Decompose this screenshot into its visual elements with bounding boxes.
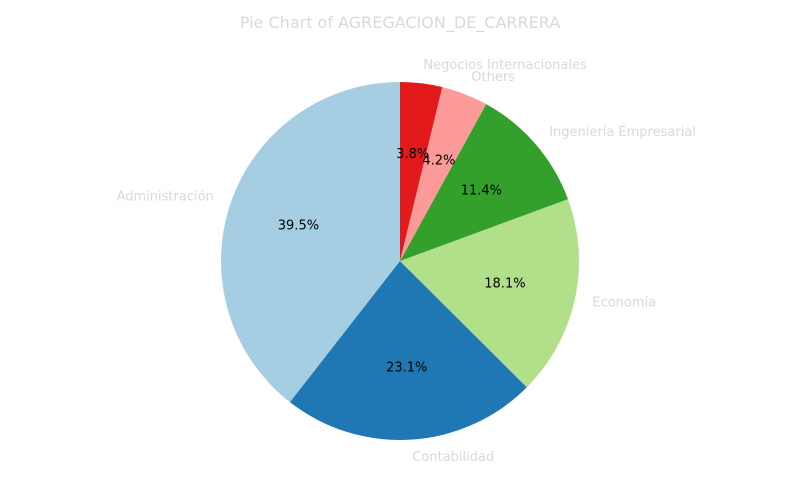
slice-percent-others: 4.2%	[422, 153, 455, 168]
pie-slice-contabilidad	[289, 261, 527, 441]
pie-slice-others	[400, 87, 487, 261]
slice-label-economia: Economía	[592, 296, 656, 311]
slice-percent-negocios-internacionales: 3.8%	[396, 147, 429, 162]
pie-slices	[220, 82, 579, 441]
slice-label-ingenieria-empresarial: Ingeniería Empresarial	[549, 125, 696, 140]
pie-labels: Administración 39.5% Contabilidad 23.1% Econ…	[117, 58, 696, 465]
slice-label-negocios-internacionales: Negocios Internacionales	[423, 58, 587, 73]
slice-percent-administracion: 39.5%	[278, 219, 319, 234]
pie-slice-administracion	[220, 82, 400, 403]
slice-label-administracion: Administración	[117, 189, 214, 204]
pie-slice-negocios-internacionales	[400, 82, 443, 261]
slice-label-others: Others	[471, 70, 515, 85]
slice-percent-ingenieria-empresarial: 11.4%	[461, 183, 502, 198]
chart-title: Pie Chart of AGREGACION_DE_CARRERA	[239, 13, 561, 32]
slice-percent-contabilidad: 23.1%	[386, 361, 427, 376]
slice-label-contabilidad: Contabilidad	[412, 450, 494, 465]
pie-slice-ingenieria-empresarial	[400, 104, 568, 261]
pie-slice-economia	[400, 199, 579, 388]
slice-percent-economia: 18.1%	[484, 276, 525, 291]
